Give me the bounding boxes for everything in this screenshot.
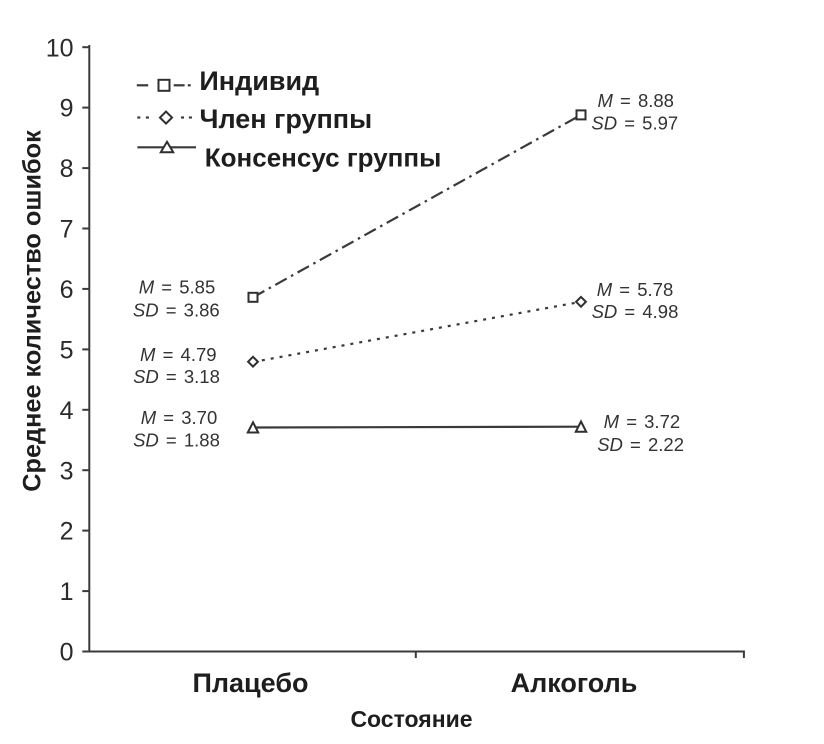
svg-text:SD = 3.18: SD = 3.18 — [133, 366, 220, 387]
svg-text:0: 0 — [60, 639, 74, 667]
svg-text:SD = 5.97: SD = 5.97 — [591, 113, 678, 134]
svg-text:SD = 4.98: SD = 4.98 — [592, 301, 679, 322]
svg-text:1: 1 — [60, 578, 74, 606]
svg-text:9: 9 — [60, 95, 74, 123]
svg-text:7: 7 — [60, 216, 74, 244]
svg-text:6: 6 — [60, 276, 74, 304]
svg-text:SD = 3.86: SD = 3.86 — [133, 299, 220, 320]
svg-text:Среднее количество ошибок: Среднее количество ошибок — [19, 130, 47, 492]
svg-text:10: 10 — [46, 34, 74, 62]
svg-text:SD = 1.88: SD = 1.88 — [133, 429, 220, 450]
svg-text:3: 3 — [60, 457, 74, 485]
svg-text:Алкоголь: Алкоголь — [511, 668, 638, 698]
svg-text:Консенсус группы: Консенсус группы — [205, 142, 441, 172]
svg-text:M = 8.88: M = 8.88 — [597, 90, 674, 111]
svg-text:4: 4 — [60, 397, 74, 425]
svg-text:Плацебо: Плацебо — [192, 668, 308, 698]
svg-text:M = 5.85: M = 5.85 — [139, 276, 216, 297]
svg-text:M = 5.78: M = 5.78 — [597, 279, 674, 300]
svg-text:2: 2 — [60, 518, 74, 546]
svg-text:8: 8 — [60, 155, 74, 183]
svg-text:M = 3.70: M = 3.70 — [141, 407, 218, 428]
svg-text:Состояние: Состояние — [350, 706, 472, 732]
svg-text:Член группы: Член группы — [200, 104, 373, 134]
svg-text:M = 4.79: M = 4.79 — [140, 344, 217, 365]
svg-text:Индивид: Индивид — [199, 66, 319, 96]
svg-text:SD = 2.22: SD = 2.22 — [597, 434, 684, 455]
svg-text:5: 5 — [60, 337, 74, 365]
svg-text:M = 3.72: M = 3.72 — [604, 411, 681, 432]
